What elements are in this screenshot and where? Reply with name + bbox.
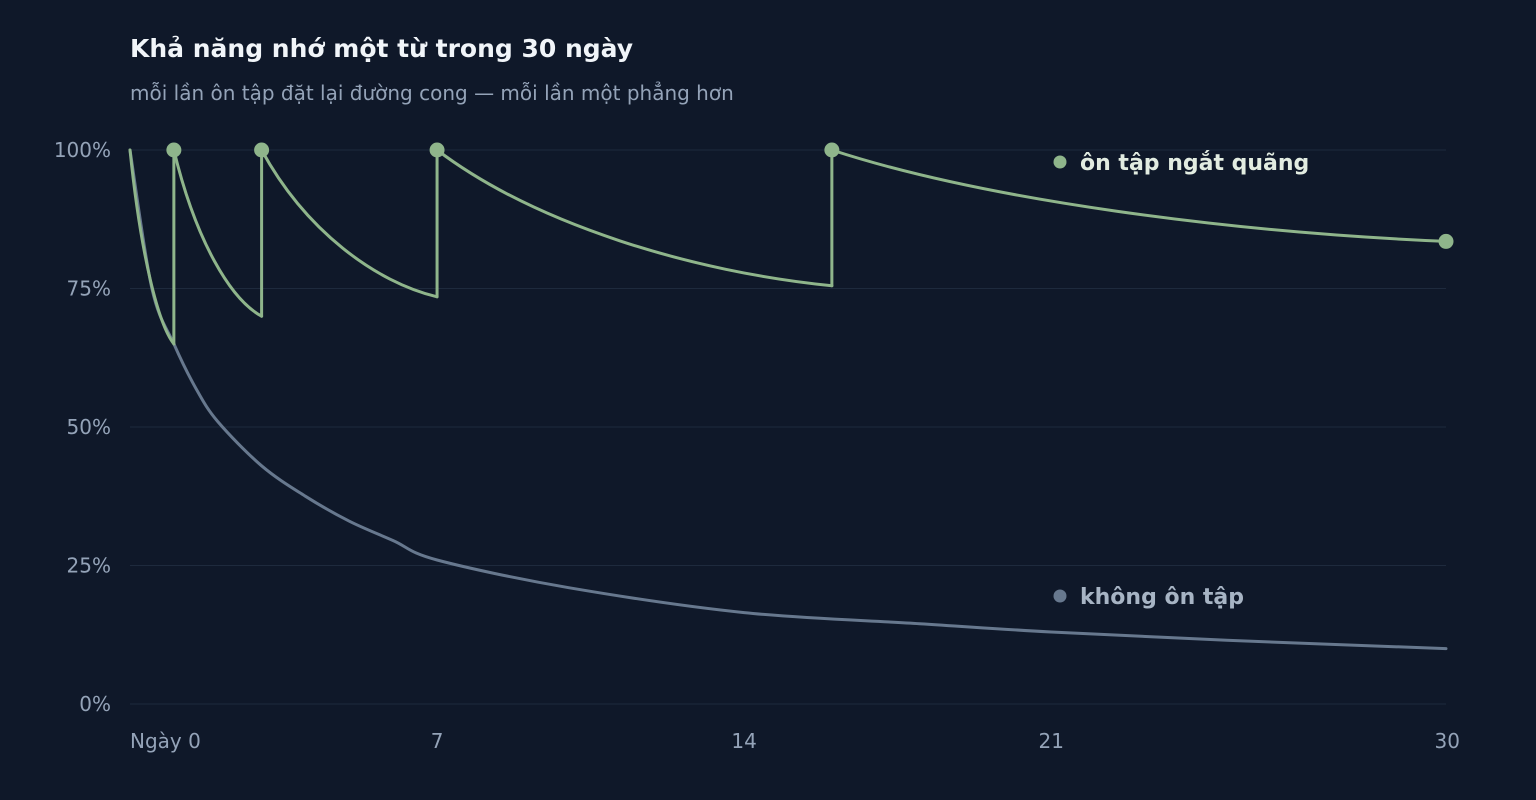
chart-title: Khả năng nhớ một từ trong 30 ngày bbox=[130, 34, 634, 63]
review-marker bbox=[429, 142, 445, 158]
chart-subtitle: mỗi lần ôn tập đặt lại đường cong — mỗi … bbox=[130, 81, 734, 105]
y-axis-ticks: 100% 75% 50% 25% 0% bbox=[54, 138, 111, 716]
x-tick-label: 14 bbox=[731, 729, 756, 753]
series-label-spaced: ôn tập ngắt quãng bbox=[1080, 150, 1309, 176]
review-marker bbox=[254, 142, 270, 158]
x-tick-label: 21 bbox=[1038, 729, 1063, 753]
series-segment-spaced bbox=[830, 148, 1448, 243]
series-segment-spaced bbox=[435, 148, 834, 288]
series-lines bbox=[128, 148, 1448, 651]
series-labels: ôn tập ngắt quãng không ôn tập bbox=[1053, 150, 1309, 610]
series-segment-spaced bbox=[260, 148, 439, 299]
x-tick-label: 7 bbox=[431, 729, 444, 753]
y-tick-label: 50% bbox=[67, 415, 111, 439]
x-tick-label: Ngày 0 bbox=[130, 729, 201, 753]
review-markers bbox=[166, 142, 1454, 249]
review-marker bbox=[824, 142, 840, 158]
series-segment-spaced bbox=[172, 148, 264, 318]
y-tick-label: 25% bbox=[67, 554, 111, 578]
series-line-no-review bbox=[128, 148, 1448, 651]
series-segment-spaced bbox=[128, 148, 176, 346]
x-axis-ticks: Ngày 0 7 14 21 30 bbox=[130, 729, 1460, 753]
y-tick-label: 100% bbox=[54, 138, 111, 162]
y-tick-label: 75% bbox=[67, 277, 111, 301]
legend-swatch-spaced bbox=[1053, 155, 1067, 169]
y-tick-label: 0% bbox=[79, 692, 111, 716]
review-marker bbox=[166, 142, 182, 158]
legend-swatch-no-review bbox=[1053, 589, 1067, 603]
series-label-no-review: không ôn tập bbox=[1080, 585, 1244, 610]
grid-lines bbox=[130, 149, 1446, 705]
end-marker bbox=[1438, 233, 1454, 249]
x-tick-label: 30 bbox=[1435, 729, 1460, 753]
